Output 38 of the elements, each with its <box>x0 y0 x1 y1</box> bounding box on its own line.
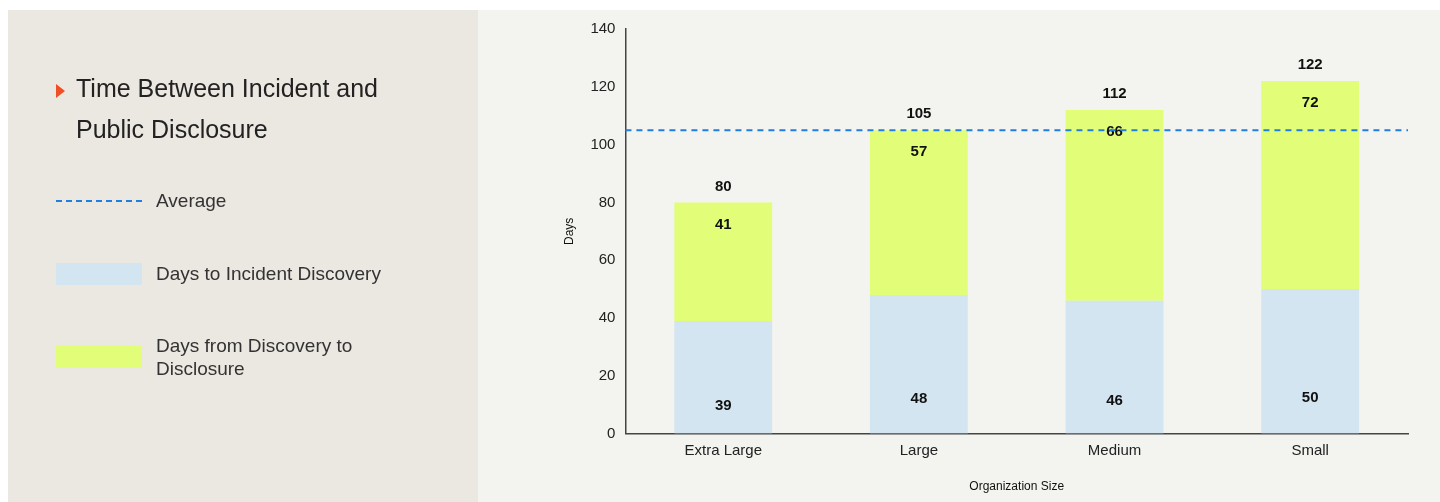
total-label: 122 <box>1297 55 1323 73</box>
x-tick-label: Medium <box>1087 440 1142 458</box>
x-tick-label: Large <box>899 440 939 458</box>
y-tick-label: 20 <box>598 365 616 383</box>
x-axis-title: Organization Size <box>969 479 1065 494</box>
bar <box>1065 109 1164 301</box>
data-label: 39 <box>714 395 732 413</box>
bar <box>1261 81 1360 290</box>
data-label: 48 <box>910 389 928 407</box>
data-label: 66 <box>1106 122 1123 140</box>
text: Time Between Incident and Public Disclosure <box>76 73 380 145</box>
x-tick-label: Small <box>1291 440 1329 458</box>
y-tick-label: 60 <box>598 250 616 268</box>
y-tick-label: 140 <box>590 19 616 37</box>
data-label: 46 <box>1106 390 1123 408</box>
total-label: 105 <box>906 104 932 122</box>
data-label: 41 <box>714 214 732 232</box>
bar <box>1065 300 1164 434</box>
legend-label: Days to Incident Discovery <box>156 262 382 285</box>
total-label: 80 <box>714 176 732 194</box>
total-label: 112 <box>1102 84 1127 102</box>
bar <box>674 320 773 434</box>
y-tick-label: 40 <box>598 308 616 326</box>
data-label: 72 <box>1301 93 1319 111</box>
data-label: 50 <box>1301 387 1319 405</box>
legend-label: Average <box>156 190 227 212</box>
y-tick-label: 100 <box>590 134 616 152</box>
y-tick-label: 120 <box>590 76 616 94</box>
bar <box>1261 289 1360 434</box>
bar <box>869 294 968 434</box>
x-tick-label: Extra Large <box>684 440 763 458</box>
y-axis-title: Days <box>561 217 576 245</box>
data-label: 57 <box>910 142 928 160</box>
bar <box>674 202 773 321</box>
bar <box>869 130 968 295</box>
legend-label: Days from Discovery to Disclosure <box>156 334 354 380</box>
y-tick-label: 80 <box>598 192 616 210</box>
y-tick-label: 0 <box>607 423 616 441</box>
